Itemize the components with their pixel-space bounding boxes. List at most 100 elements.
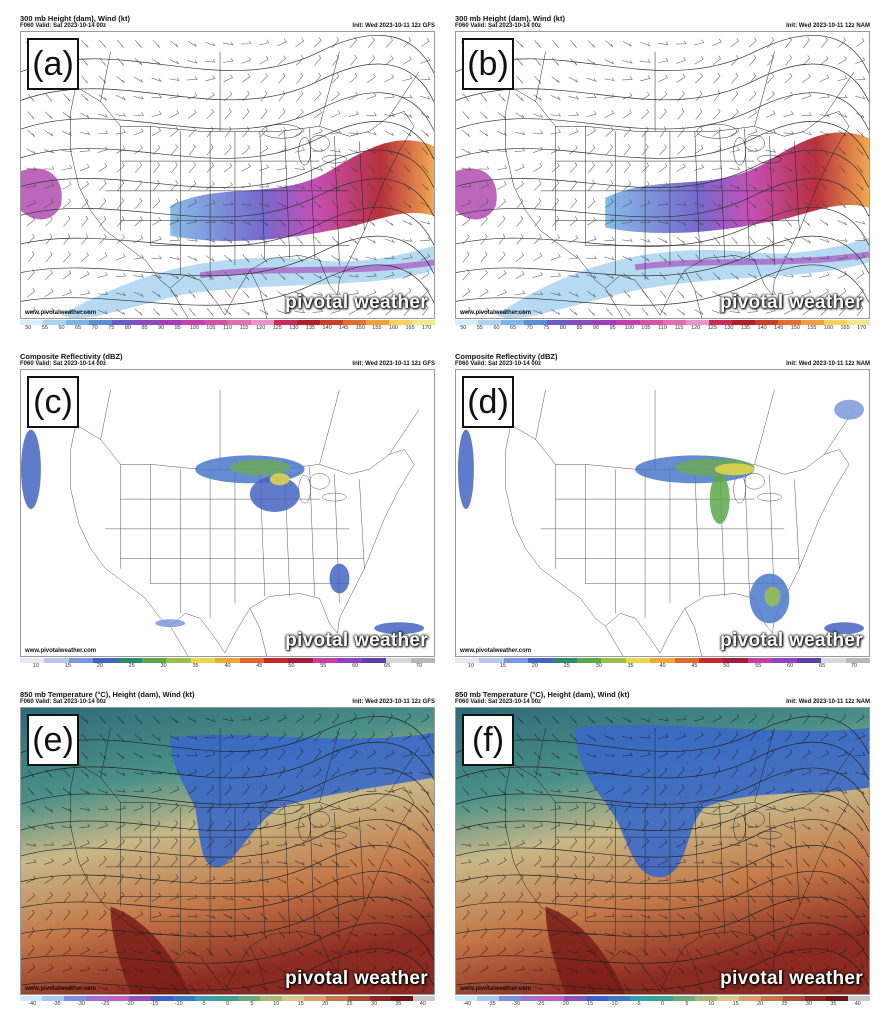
wind-barb — [26, 306, 36, 315]
wind-barb — [479, 874, 489, 884]
wind-barb — [640, 200, 651, 207]
wind-barb — [43, 983, 55, 990]
panel-letter-label: (a) — [27, 38, 79, 90]
wind-barb — [330, 805, 341, 811]
wind-barb — [188, 144, 196, 156]
radar-echo — [764, 586, 781, 607]
map-view[interactable]: (d) pivotal weather www.pivotalweather.c… — [455, 369, 870, 657]
wind-barb — [568, 949, 579, 954]
wind-barb — [731, 894, 739, 903]
wind-barb — [568, 771, 579, 776]
wind-barb — [224, 272, 232, 281]
wind-barb — [421, 805, 429, 813]
wind-barb — [421, 129, 429, 137]
colorbar-tick-label: -10 — [609, 1001, 618, 1007]
wind-barb — [151, 216, 161, 226]
panel-title: 850 mb Temperature (°C), Height (dam), W… — [455, 690, 630, 699]
wind-barb — [223, 733, 234, 739]
wind-barb — [188, 948, 197, 956]
map-view[interactable]: (a) pivotal weather www.pivotalweather.c… — [20, 31, 435, 319]
wind-barb — [534, 715, 542, 724]
wind-barb — [314, 748, 322, 760]
wind-barb — [461, 306, 471, 315]
wind-barb — [532, 822, 543, 829]
wind-barb — [62, 857, 72, 866]
wind-barb — [480, 945, 488, 956]
colorbar-tick-label: 80 — [559, 325, 566, 331]
wind-barb — [765, 129, 776, 135]
wind-barb — [550, 929, 561, 937]
source-url: www.pivotalweather.com — [460, 648, 532, 654]
wind-barb — [730, 948, 739, 956]
wind-barb — [349, 730, 357, 742]
wind-barb — [134, 984, 143, 992]
map-view[interactable]: (c) pivotal weather www.pivotalweather.c… — [20, 369, 435, 657]
panel-letter-label: (d) — [462, 376, 514, 428]
wind-barb — [712, 878, 722, 884]
wind-barb — [206, 984, 214, 993]
wind-barb — [641, 126, 649, 138]
wind-barb — [820, 713, 828, 724]
wind-barb — [767, 894, 774, 903]
canada-outline — [535, 727, 855, 808]
wind-barb — [820, 981, 829, 992]
mexico-outline — [605, 608, 703, 656]
wind-barb — [367, 981, 376, 992]
wind-barb — [313, 201, 322, 209]
wind-barb — [568, 128, 579, 136]
colorbar-swatch — [552, 658, 578, 663]
wind-barb — [348, 982, 359, 991]
wind-barb — [402, 896, 413, 902]
contour-line — [21, 63, 434, 102]
wind-barb — [277, 146, 287, 154]
wind-barb — [384, 130, 394, 136]
subtropical-jet-core — [634, 251, 869, 271]
colorbar-ticks: 10 15 20 25 30 35 40 45 50 55 60 65 70 — [455, 663, 870, 671]
wind-barb — [97, 291, 109, 295]
wind-barb — [278, 948, 286, 957]
wind-barb — [605, 820, 613, 832]
wind-barb — [694, 821, 704, 831]
wind-barb — [676, 56, 687, 64]
map-view[interactable]: (f) pivotal weather www.pivotalweather.c… — [455, 707, 870, 995]
map-view[interactable]: (e) pivotal weather www.pivotalweather.c… — [20, 707, 435, 995]
colorbar-tick-label: 40 — [659, 663, 666, 669]
wind-barb — [115, 253, 126, 261]
wind-barb — [366, 256, 377, 261]
wind-barb — [640, 751, 651, 758]
colorbar — [20, 996, 436, 1001]
wind-barb — [80, 40, 89, 48]
wind-barb — [712, 803, 722, 813]
wind-barb — [348, 806, 359, 811]
map-view[interactable]: (b) pivotal weather www.pivotalweather.c… — [455, 31, 870, 319]
wind-barb — [693, 840, 705, 847]
wind-barb — [187, 752, 198, 757]
wind-barb — [623, 180, 632, 191]
radar-echo — [329, 563, 350, 594]
wind-barb — [802, 858, 810, 867]
wind-barb — [659, 948, 667, 957]
wind-barb — [45, 251, 53, 263]
colorbar-tick-label: 15 — [732, 1001, 739, 1007]
wind-barb — [711, 986, 723, 991]
colorbar-tick-label: 75 — [108, 325, 115, 331]
wind-barb — [461, 824, 471, 830]
wind-barb — [730, 731, 739, 742]
wind-barb — [569, 734, 578, 742]
wind-barb — [97, 146, 108, 153]
wind-barb — [205, 181, 215, 190]
wind-barb — [385, 165, 393, 174]
wind-barb — [568, 930, 579, 936]
wind-barb — [765, 274, 776, 279]
wind-barb — [496, 164, 508, 171]
wind-barb — [552, 57, 560, 66]
wind-barb — [480, 269, 488, 280]
wind-barb — [402, 220, 413, 226]
colorbar-tick-label: 40 — [854, 1001, 861, 1007]
contour-line — [21, 793, 434, 832]
wind-barb — [421, 981, 429, 993]
wind-barb — [730, 784, 739, 795]
colorbar-swatch — [717, 996, 739, 1001]
colorbar-swatch — [662, 320, 686, 325]
wind-barb — [295, 37, 305, 47]
